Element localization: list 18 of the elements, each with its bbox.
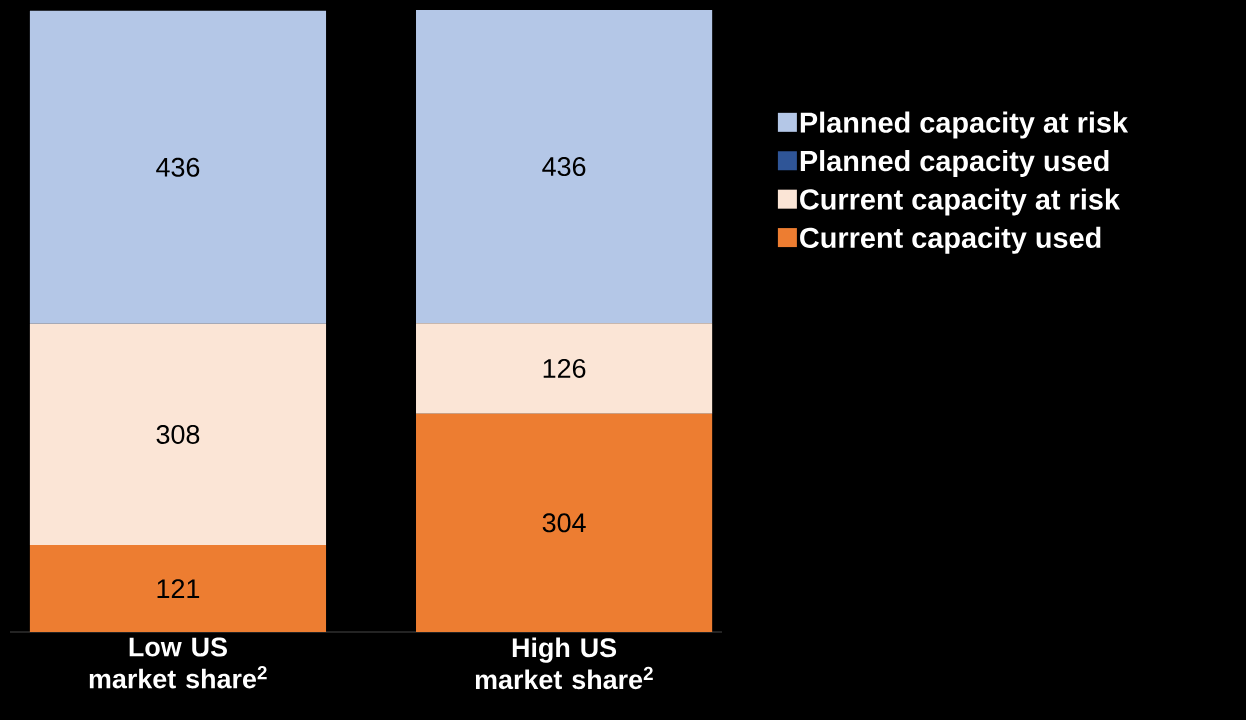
bar xyxy=(416,323,713,414)
legend-label: Planned capacity used xyxy=(800,150,1109,177)
x-tick-label: High US market share$^{2}$ xyxy=(475,637,653,690)
legend-label: Planned capacity at risk xyxy=(800,111,1129,139)
data-label: 304 xyxy=(542,513,586,533)
legend-label: Current capacity at risk xyxy=(800,188,1121,216)
data-label: 126 xyxy=(543,358,586,378)
x-tick-label: Low US market share$^{2}$ xyxy=(89,637,267,689)
legend-label: Current capacity used xyxy=(800,226,1101,254)
data-label: 121 xyxy=(157,579,200,598)
bar xyxy=(416,413,713,632)
bar xyxy=(29,10,327,324)
bar xyxy=(416,10,713,324)
bar xyxy=(29,545,327,632)
data-label: 436 xyxy=(156,157,200,177)
data-label: 308 xyxy=(156,424,200,445)
data-label: 436 xyxy=(542,157,586,177)
bar xyxy=(29,323,327,546)
